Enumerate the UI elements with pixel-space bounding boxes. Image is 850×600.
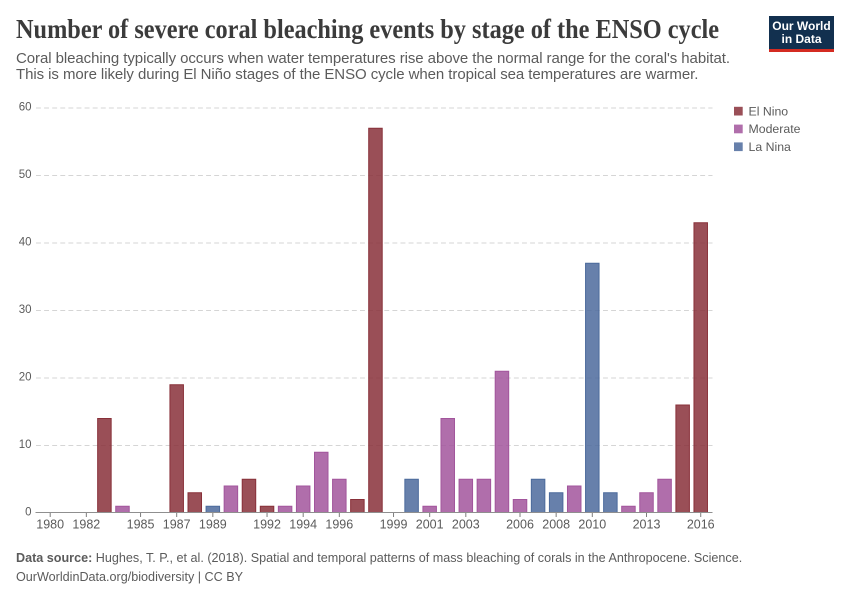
svg-text:40: 40 xyxy=(19,237,32,249)
svg-text:2008: 2008 xyxy=(542,518,570,532)
svg-text:1996: 1996 xyxy=(325,518,353,532)
svg-text:1982: 1982 xyxy=(72,518,100,532)
svg-text:2006: 2006 xyxy=(506,518,534,532)
svg-text:50: 50 xyxy=(19,169,32,181)
svg-text:1999: 1999 xyxy=(380,518,408,532)
svg-text:1994: 1994 xyxy=(289,518,317,532)
svg-text:10: 10 xyxy=(19,439,32,451)
svg-text:20: 20 xyxy=(19,372,32,384)
svg-text:0: 0 xyxy=(25,507,31,519)
svg-text:1980: 1980 xyxy=(36,518,64,532)
svg-text:2010: 2010 xyxy=(578,518,606,532)
svg-text:1992: 1992 xyxy=(253,518,281,532)
svg-text:1985: 1985 xyxy=(127,518,155,532)
svg-text:1989: 1989 xyxy=(199,518,227,532)
svg-text:La Nina: La Nina xyxy=(749,140,792,154)
svg-text:1987: 1987 xyxy=(163,518,191,532)
svg-text:2013: 2013 xyxy=(633,518,661,532)
svg-text:2001: 2001 xyxy=(416,518,444,532)
svg-text:2016: 2016 xyxy=(687,518,715,532)
svg-text:2003: 2003 xyxy=(452,518,480,532)
svg-text:30: 30 xyxy=(19,304,32,316)
svg-text:El Nino: El Nino xyxy=(749,104,789,118)
svg-text:Moderate: Moderate xyxy=(749,122,801,136)
svg-text:60: 60 xyxy=(19,102,32,114)
